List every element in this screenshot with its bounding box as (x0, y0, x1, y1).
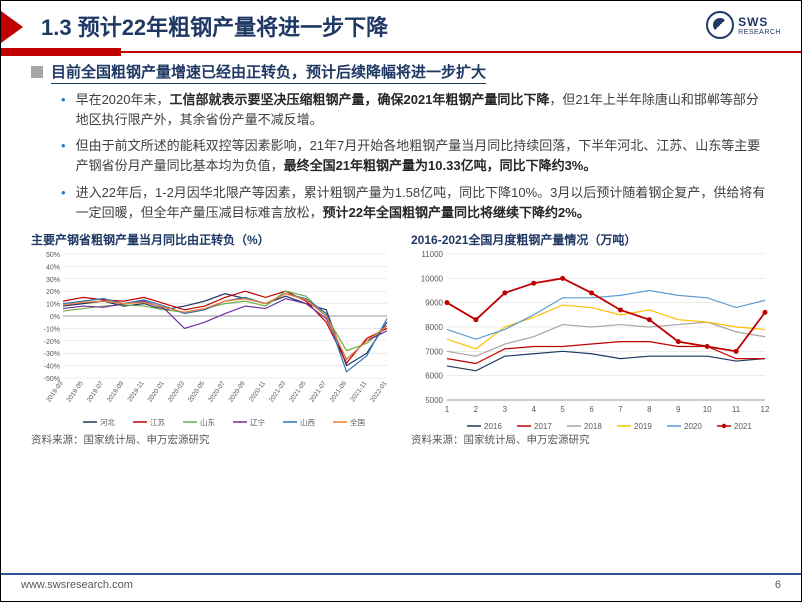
svg-text:2022-01: 2022-01 (369, 380, 389, 404)
svg-text:11000: 11000 (421, 250, 443, 259)
svg-text:9000: 9000 (425, 299, 443, 308)
svg-text:辽宁: 辽宁 (250, 417, 265, 427)
svg-text:11: 11 (732, 405, 741, 414)
page-number: 6 (775, 579, 781, 591)
svg-text:40%: 40% (46, 264, 60, 271)
chart-left: 主要产钢省粗钢产量当月同比由正转负（%） 50% 40% 30% 20% 10% 0% -1… (31, 231, 401, 447)
svg-text:8: 8 (647, 405, 652, 414)
logo-text-group: SWS RESEARCH (738, 15, 781, 36)
svg-text:5000: 5000 (425, 396, 443, 405)
svg-text:30%: 30% (46, 277, 60, 284)
logo-text: SWS (738, 15, 781, 29)
svg-text:5: 5 (560, 405, 565, 414)
svg-text:3: 3 (503, 405, 508, 414)
sws-logo: SWS RESEARCH (706, 11, 781, 39)
svg-text:2021-05: 2021-05 (288, 380, 308, 404)
footer: www.swsresearch.com 6 (1, 575, 801, 595)
bullet-item: • 但由于前文所述的能耗双控等因素影响，21年7月开始各地粗钢产量当月同比持续回… (61, 136, 771, 176)
text: 早在2020年末， (76, 92, 170, 107)
title-underline (1, 51, 801, 53)
chart-right-source: 资料来源：国家统计局、申万宏源研究 (411, 432, 781, 447)
svg-text:2020-03: 2020-03 (167, 380, 187, 404)
svg-text:2019: 2019 (634, 422, 652, 430)
svg-text:-20%: -20% (44, 339, 60, 346)
svg-text:2019-07: 2019-07 (86, 380, 106, 404)
svg-text:12: 12 (761, 405, 770, 414)
bold-text: 预计22年全国粗钢产量同比将继续下降约2%。 (323, 205, 590, 220)
svg-text:2020: 2020 (684, 422, 702, 430)
svg-text:50%: 50% (46, 252, 60, 259)
svg-text:20%: 20% (46, 289, 60, 296)
svg-text:2019-11: 2019-11 (126, 380, 145, 403)
svg-text:2019-03: 2019-03 (45, 380, 65, 404)
chart-left-title: 主要产钢省粗钢产量当月同比由正转负（%） (31, 231, 401, 248)
svg-text:-30%: -30% (44, 351, 60, 358)
square-bullet-icon (31, 66, 43, 78)
bullet-text: 早在2020年末，工信部就表示要坚决压缩粗钢产量，确保2021年粗钢产量同比下降… (76, 90, 771, 130)
svg-text:2021-03: 2021-03 (268, 380, 288, 404)
footer-url: www.swsresearch.com (21, 579, 133, 591)
chart-left-source: 资料来源：国家统计局、申万宏源研究 (31, 432, 401, 447)
svg-text:9: 9 (676, 405, 681, 414)
svg-text:10%: 10% (46, 301, 60, 308)
section-header-text: 目前全国粗钢产量增速已经由正转负，预计后续降幅将进一步扩大 (51, 61, 486, 84)
svg-text:7: 7 (618, 405, 623, 414)
chart-right: 2016-2021全国月度粗钢产量情况（万吨） 11000 10000 9000 80… (411, 231, 781, 447)
svg-text:6000: 6000 (425, 372, 443, 381)
bullet-mark-icon: • (61, 90, 66, 130)
svg-text:江苏: 江苏 (150, 417, 165, 427)
svg-text:2021: 2021 (734, 422, 752, 430)
title-accent (1, 11, 23, 43)
charts-row: 主要产钢省粗钢产量当月同比由正转负（%） 50% 40% 30% 20% 10% 0% -1… (1, 229, 801, 447)
svg-text:8000: 8000 (425, 323, 443, 332)
svg-text:10000: 10000 (421, 274, 444, 283)
svg-text:山西: 山西 (300, 417, 315, 427)
section-header: 目前全国粗钢产量增速已经由正转负，预计后续降幅将进一步扩大 (31, 61, 771, 84)
slide-container: 1.3 预计22年粗钢产量将进一步下降 SWS RESEARCH 目前全国粗钢产… (0, 0, 802, 602)
svg-text:山东: 山东 (200, 417, 215, 427)
bullet-item: • 早在2020年末，工信部就表示要坚决压缩粗钢产量，确保2021年粗钢产量同比… (61, 90, 771, 130)
slide-title: 1.3 预计22年粗钢产量将进一步下降 (41, 10, 388, 42)
svg-text:全国: 全国 (350, 417, 365, 427)
svg-text:2019-09: 2019-09 (106, 380, 126, 404)
svg-text:2020-01: 2020-01 (146, 380, 166, 404)
svg-text:河北: 河北 (100, 418, 115, 427)
svg-text:2020-11: 2020-11 (248, 380, 267, 403)
content-area: 目前全国粗钢产量增速已经由正转负，预计后续降幅将进一步扩大 • 早在2020年末… (1, 51, 801, 223)
bullet-mark-icon: • (61, 183, 66, 223)
bold-text: 最终全国21年粗钢产量为10.33亿吨，同比下降约3%。 (284, 158, 597, 173)
svg-text:-10%: -10% (44, 326, 60, 333)
logo-mark-icon (706, 11, 734, 39)
svg-text:10: 10 (703, 405, 712, 414)
svg-text:7000: 7000 (425, 347, 443, 356)
svg-text:2020-07: 2020-07 (207, 380, 227, 404)
svg-text:2016: 2016 (484, 422, 502, 430)
bold-text: 工信部就表示要坚决压缩粗钢产量，确保2021年粗钢产量同比下降 (169, 92, 549, 107)
footer-line (1, 573, 801, 575)
bullet-item: • 进入22年后，1-2月因华北限产等因素，累计粗钢产量为1.58亿吨，同比下降… (61, 183, 771, 223)
svg-text:2021-11: 2021-11 (349, 380, 368, 403)
chart-left-svg: 50%40%30%20%10%0%-10%-20%-30%-40%-50%201… (31, 250, 391, 430)
svg-text:0%: 0% (50, 314, 60, 321)
svg-text:2019-05: 2019-05 (65, 380, 85, 404)
svg-text:-40%: -40% (44, 363, 60, 370)
bullet-list: • 早在2020年末，工信部就表示要坚决压缩粗钢产量，确保2021年粗钢产量同比… (31, 90, 771, 223)
svg-text:2020-09: 2020-09 (227, 380, 247, 404)
svg-text:2017: 2017 (534, 422, 552, 430)
svg-text:4: 4 (532, 405, 537, 414)
svg-text:2021-07: 2021-07 (308, 380, 328, 404)
title-bar: 1.3 预计22年粗钢产量将进一步下降 SWS RESEARCH (1, 1, 801, 51)
svg-text:2018: 2018 (584, 422, 602, 430)
bullet-text: 但由于前文所述的能耗双控等因素影响，21年7月开始各地粗钢产量当月同比持续回落，… (76, 136, 771, 176)
bullet-mark-icon: • (61, 136, 66, 176)
svg-text:2021-09: 2021-09 (329, 380, 349, 404)
chart-right-svg: 1100010000900080007000600050001234567891… (411, 250, 771, 430)
svg-text:1: 1 (445, 405, 450, 414)
chart-right-title: 2016-2021全国月度粗钢产量情况（万吨） (411, 231, 781, 248)
svg-text:6: 6 (589, 405, 594, 414)
svg-text:2: 2 (474, 405, 479, 414)
svg-text:2020-05: 2020-05 (187, 380, 207, 404)
bullet-text: 进入22年后，1-2月因华北限产等因素，累计粗钢产量为1.58亿吨，同比下降10… (76, 183, 771, 223)
logo-subtext: RESEARCH (738, 29, 781, 36)
